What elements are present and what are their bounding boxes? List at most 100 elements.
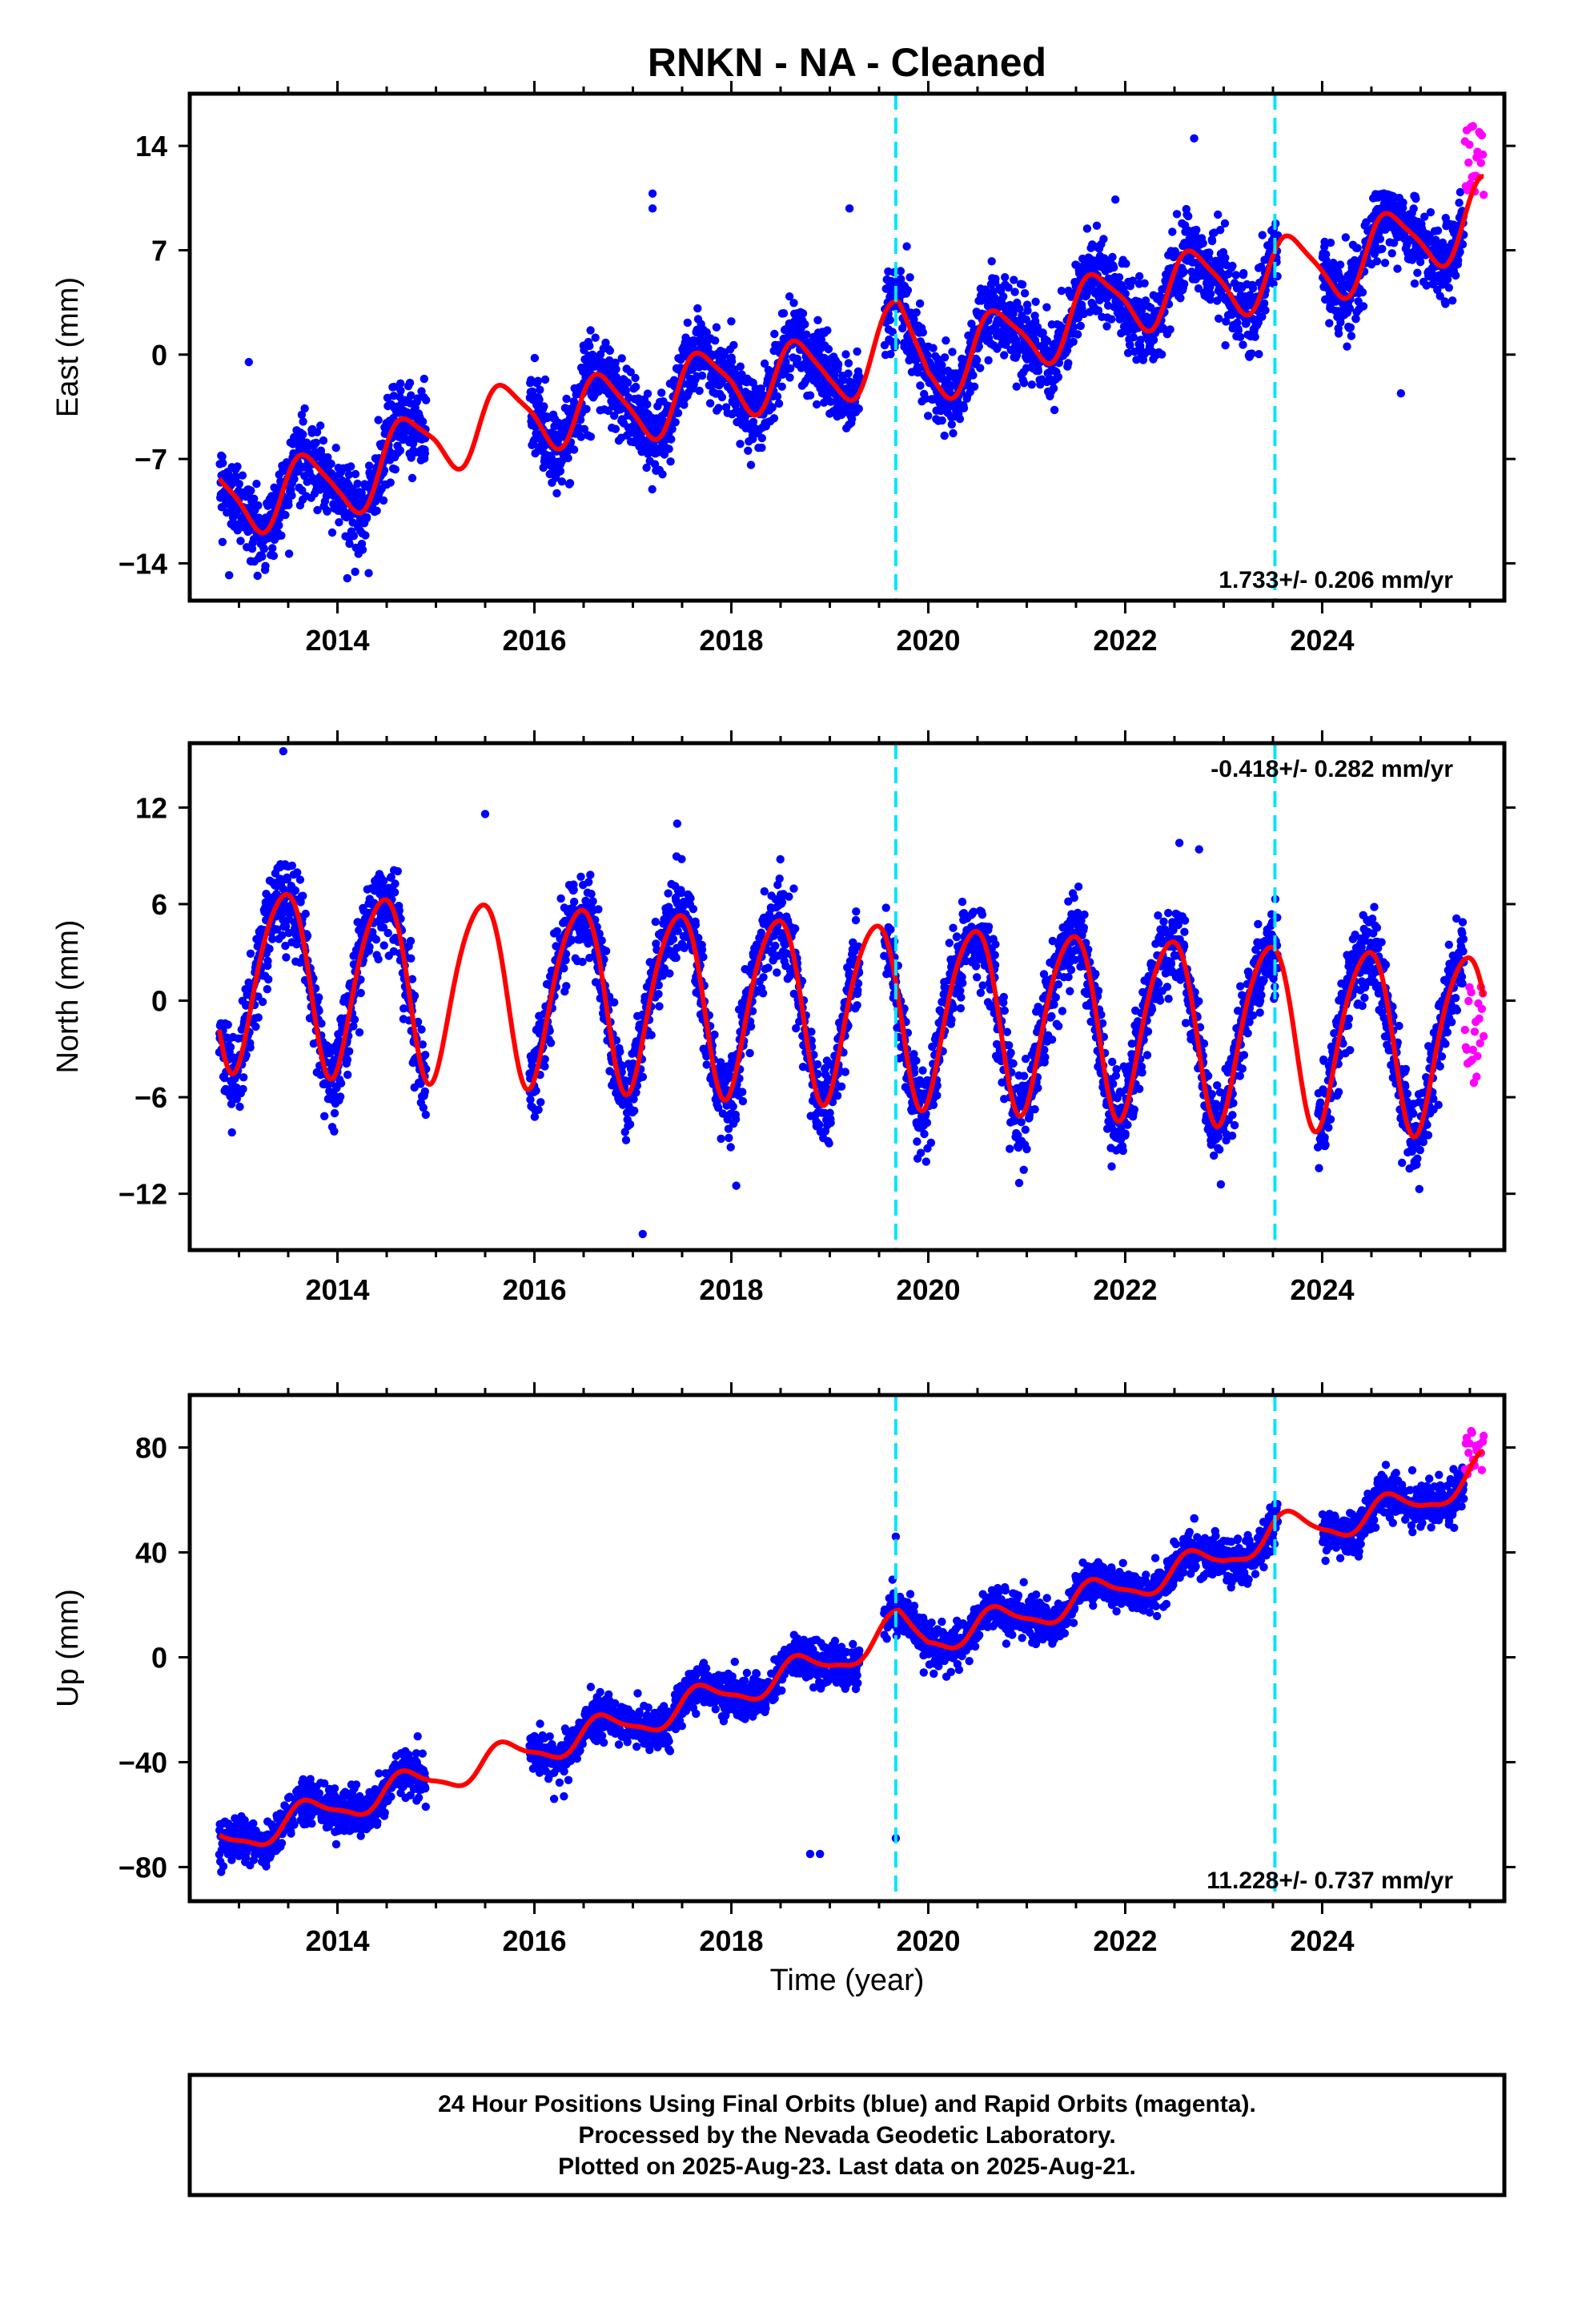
final-orbit-point	[302, 910, 310, 918]
final-orbit-point	[1023, 307, 1031, 315]
final-orbit-point	[834, 360, 842, 368]
final-orbit-point	[1077, 322, 1085, 330]
final-orbit-point	[1102, 322, 1110, 330]
final-orbit-point	[672, 418, 680, 426]
final-orbit-point	[379, 497, 387, 505]
final-orbit-point	[394, 867, 402, 875]
final-orbit-point	[902, 243, 910, 251]
final-orbit-point	[282, 953, 290, 961]
final-orbit-point	[315, 993, 323, 1001]
final-orbit-point	[813, 316, 821, 324]
final-orbit-point	[1410, 204, 1418, 212]
final-orbit-point	[736, 440, 744, 448]
final-orbit-point	[684, 319, 692, 327]
final-orbit-point	[632, 383, 640, 391]
final-orbit-point	[606, 347, 614, 355]
final-orbit-point	[1251, 333, 1259, 341]
final-orbit-point	[312, 439, 320, 447]
final-orbit-point	[1381, 259, 1389, 267]
final-orbit-point	[1335, 329, 1343, 337]
final-orbit-point	[1199, 239, 1207, 247]
final-orbit-point	[288, 862, 296, 870]
final-orbit-point	[1140, 279, 1148, 287]
final-orbit-point	[290, 475, 298, 483]
final-orbit-point	[729, 341, 737, 349]
final-orbit-point	[1427, 208, 1435, 216]
final-orbit-point	[1413, 269, 1421, 277]
final-orbit-point	[263, 957, 271, 965]
final-orbit-point	[1215, 315, 1223, 323]
velocity-label: 1.733+/- 0.206 mm/yr	[1219, 567, 1453, 593]
final-orbit-point	[300, 404, 308, 412]
final-orbit-point	[956, 415, 964, 423]
final-orbit-point	[1261, 306, 1269, 314]
final-orbit-point	[991, 275, 999, 283]
final-orbit-point	[534, 377, 542, 385]
rapid-orbit-point	[1469, 122, 1477, 130]
x-tick-label: 2024	[1290, 624, 1354, 657]
final-orbit-point	[1074, 330, 1082, 338]
final-orbit-point	[648, 485, 656, 493]
final-orbit-point	[773, 392, 781, 400]
rapid-orbit-point	[1465, 141, 1473, 149]
final-orbit-point	[970, 383, 978, 391]
final-orbit-point	[644, 389, 652, 397]
final-orbit-point	[799, 309, 807, 317]
final-orbit-point	[396, 380, 404, 388]
final-orbit-point	[778, 383, 786, 391]
final-orbit-point	[421, 1051, 429, 1059]
final-orbit-point	[988, 257, 996, 265]
final-orbit-point	[540, 402, 548, 410]
final-orbit-point	[639, 1073, 647, 1081]
final-orbit-point	[1093, 222, 1101, 230]
final-orbit-point	[336, 1092, 344, 1100]
final-orbit-point	[1150, 336, 1158, 344]
final-orbit-point	[1347, 332, 1355, 340]
final-orbit-point	[406, 379, 414, 387]
final-orbit-point	[1050, 406, 1058, 414]
final-orbit-point	[1434, 227, 1442, 235]
final-orbit-point	[235, 480, 243, 488]
final-orbit-point	[552, 489, 560, 497]
final-orbit-point	[1376, 235, 1384, 243]
final-orbit-point	[219, 538, 227, 546]
final-orbit-point	[677, 855, 685, 863]
final-orbit-point	[631, 374, 639, 382]
final-orbit-point	[657, 388, 665, 396]
final-orbit-point	[239, 1073, 247, 1081]
final-orbit-point	[886, 350, 894, 358]
final-orbit-point	[556, 895, 564, 903]
final-orbit-point	[396, 446, 404, 454]
final-orbit-point	[948, 420, 956, 428]
final-orbit-point	[1452, 271, 1460, 279]
final-orbit-point	[275, 521, 283, 529]
final-orbit-point	[602, 947, 610, 955]
outlier-point	[1397, 389, 1405, 397]
final-orbit-point	[391, 879, 399, 887]
final-orbit-point	[747, 460, 755, 468]
final-orbit-point	[254, 572, 262, 580]
final-orbit-point	[714, 404, 722, 412]
final-orbit-point	[351, 1015, 359, 1023]
final-orbit-point	[380, 941, 388, 949]
y-axis-label: East (mm)	[51, 277, 85, 417]
final-orbit-point	[626, 1120, 634, 1128]
final-orbit-point	[331, 1109, 339, 1117]
final-orbit-point	[686, 895, 694, 903]
final-orbit-point	[255, 1013, 263, 1021]
final-orbit-point	[844, 369, 852, 377]
final-orbit-point	[585, 342, 593, 350]
final-orbit-point	[667, 435, 675, 443]
final-orbit-point	[252, 480, 260, 488]
final-orbit-point	[886, 316, 894, 324]
final-orbit-point	[1214, 211, 1222, 219]
final-orbit-point	[999, 292, 1007, 300]
final-orbit-point	[1239, 340, 1247, 348]
y-tick-label: 14	[135, 130, 167, 163]
final-orbit-point	[264, 975, 272, 983]
final-orbit-point	[1249, 284, 1257, 292]
final-orbit-point	[576, 873, 584, 881]
final-orbit-point	[652, 918, 660, 926]
final-orbit-point	[391, 888, 399, 896]
final-orbit-point	[725, 1134, 733, 1142]
